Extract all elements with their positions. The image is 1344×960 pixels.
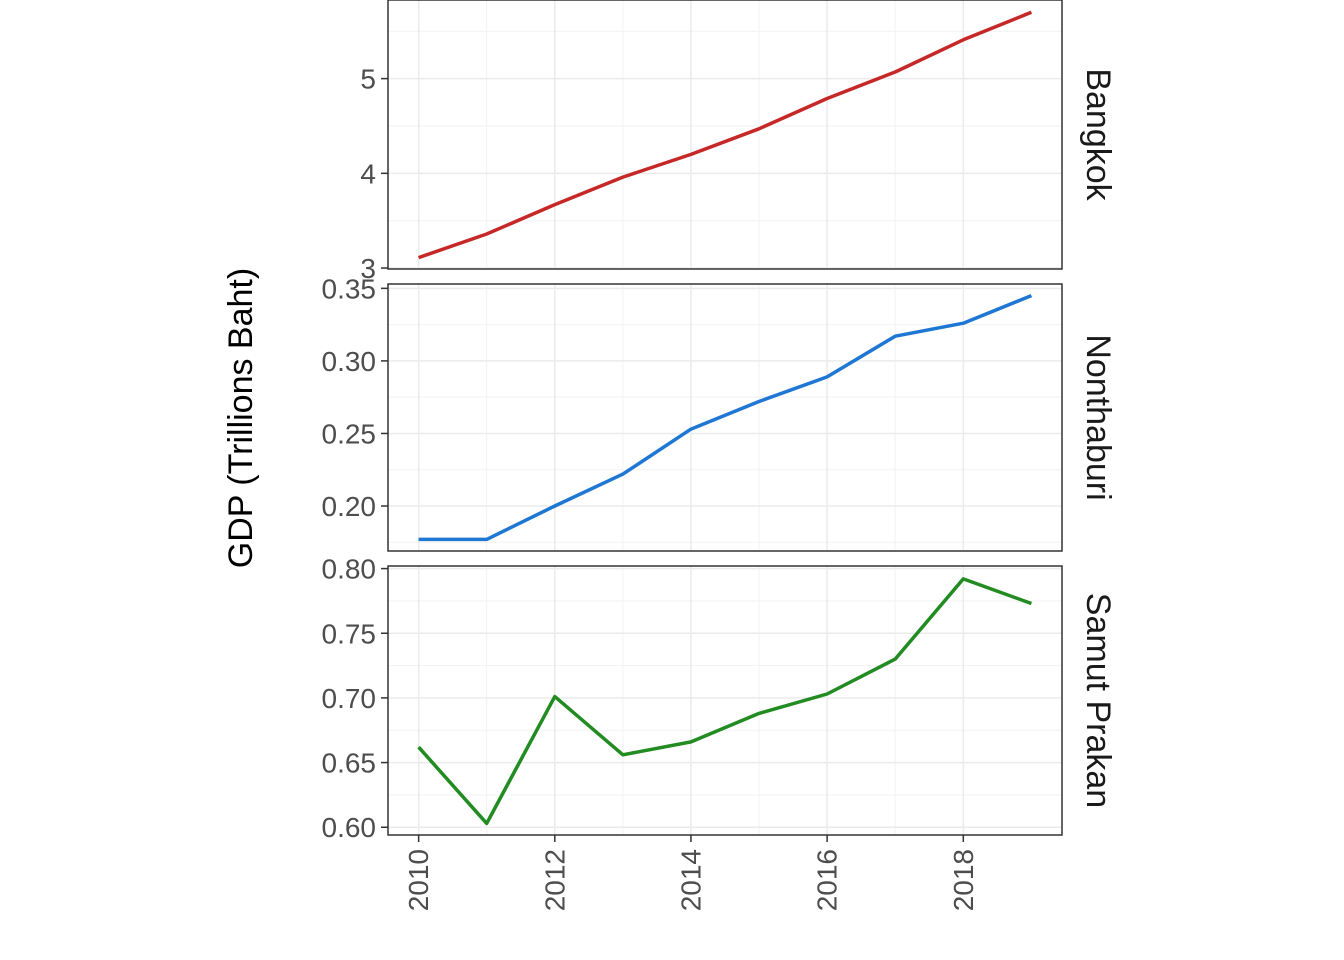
x-axis: 2010 2012 2014 2016 2018: [403, 835, 979, 911]
panel-border: [387, 565, 1063, 836]
y-tick-label: 0.20: [322, 491, 377, 522]
facet-panels: 3 4 5 Bangkok 0.20 0.25 0.30 0.35 Nonthaburi 0.60…: [322, 0, 1118, 844]
y-tick-label: 0.35: [322, 273, 377, 304]
series-line-nonthaburi: [418, 293, 1033, 542]
y-tick-label: 0.65: [322, 748, 377, 779]
x-tick-label: 2012: [539, 849, 570, 911]
y-tick-label: 0.80: [322, 554, 377, 585]
x-tick-label: 2016: [812, 849, 843, 911]
y-tick-label: 0.70: [322, 683, 377, 714]
y-tick-label: 0.60: [322, 812, 377, 843]
panel-bangkok: 3 4 5 Bangkok: [360, 0, 1117, 284]
facet-strip-label-samut-prakan: Samut Prakan: [1079, 593, 1117, 808]
y-tick-label: 3: [360, 253, 376, 284]
facet-strip-label-bangkok: Bangkok: [1079, 68, 1117, 201]
x-tick-label: 2014: [675, 849, 706, 911]
facet-strip-label-nonthaburi: Nonthaburi: [1079, 334, 1117, 500]
y-tick-label: 0.30: [322, 346, 377, 377]
series-line-bangkok: [418, 10, 1033, 260]
panel-border: [387, 283, 1063, 552]
y-tick-label: 0.75: [322, 618, 377, 649]
y-axis-title: GDP (Trillions Baht): [222, 268, 260, 568]
x-tick-label: 2010: [403, 849, 434, 911]
x-tick-label: 2018: [948, 849, 979, 911]
y-tick-label: 5: [360, 64, 376, 95]
series-line-samut-prakan: [417, 577, 1032, 826]
panel-border: [387, 0, 1063, 270]
y-tick-label: 0.25: [322, 418, 377, 449]
panel-samut-prakan: 0.60 0.65 0.70 0.75 0.80 Samut Prakan: [322, 554, 1118, 844]
y-tick-label: 4: [360, 158, 376, 189]
panel-nonthaburi: 0.20 0.25 0.30 0.35 Nonthaburi: [322, 273, 1117, 552]
